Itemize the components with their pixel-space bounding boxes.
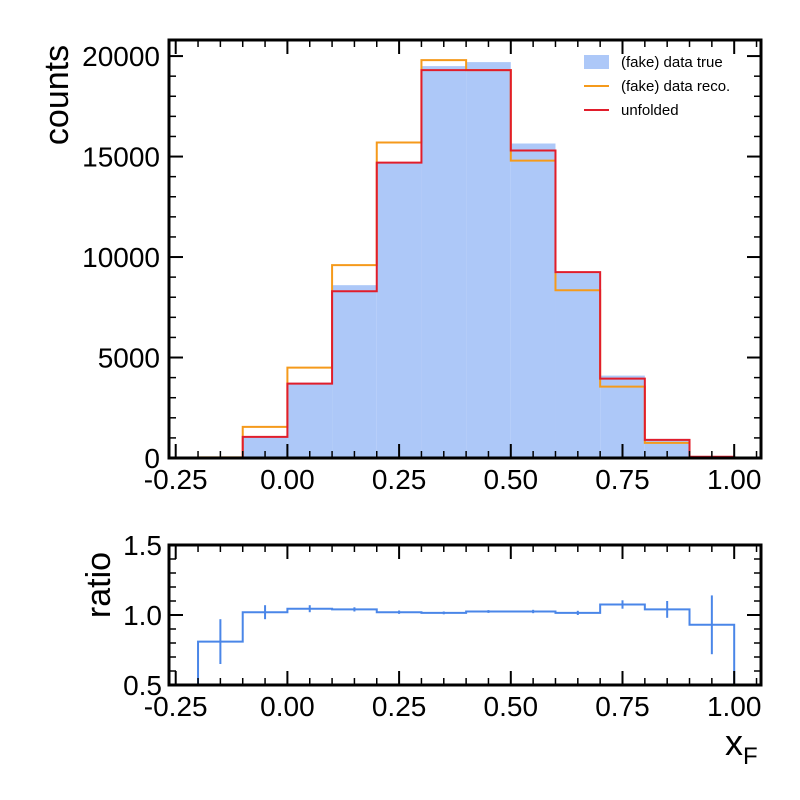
y-tick-label: 1.0: [123, 600, 162, 631]
true-bar: [376, 162, 422, 458]
y-axis-label-ratio: ratio: [80, 552, 118, 618]
legend-swatch-true: [584, 55, 609, 69]
ratio-plot-frame: [167, 543, 763, 687]
main-x-tick-labels: -0.25 0.00 0.25 0.50 0.75 1.00: [144, 464, 762, 495]
x-tick-label: -0.25: [144, 691, 208, 722]
ratio-step-line: [197, 603, 736, 685]
legend-label-true: (fake) data true: [621, 54, 723, 71]
true-bar: [510, 143, 556, 459]
y-tick-label: 1.5: [123, 530, 162, 561]
true-bar: [466, 62, 511, 458]
y-tick-label: 10000: [82, 242, 160, 273]
x-tick-label: -0.25: [144, 464, 208, 495]
ratio-y-tick-labels: 0.5 1.0 1.5: [123, 530, 162, 701]
main-panel: -0.25 0.00 0.25 0.50 0.75 1.00 0 5000 10000 1500…: [38, 38, 763, 495]
true-bar: [242, 436, 288, 458]
ratio-x-tick-labels: -0.25 0.00 0.25 0.50 0.75 1.00: [144, 691, 762, 722]
x-tick-label: 0.50: [484, 464, 539, 495]
y-tick-label: 0: [144, 443, 160, 474]
y-tick-label: 15000: [82, 142, 160, 173]
unfolded-step-line: [197, 69, 736, 459]
legend-label-reco: (fake) data reco.: [621, 78, 730, 95]
legend-label-unfolded: unfolded: [621, 102, 679, 119]
legend: (fake) data true (fake) data reco. unfol…: [584, 54, 730, 119]
x-tick-label: 0.25: [372, 464, 427, 495]
x-tick-label: 0.75: [595, 691, 650, 722]
x-tick-label: 0.00: [260, 464, 315, 495]
ratio-error-bars: [219, 595, 713, 664]
x-tick-label: 0.00: [260, 691, 315, 722]
y-tick-label: 20000: [82, 41, 160, 72]
x-tick-label: 0.50: [484, 691, 539, 722]
x-tick-label: 0.75: [595, 464, 650, 495]
ratio-axis-ticks: [169, 544, 761, 686]
main-plot-frame: [167, 38, 763, 460]
y-tick-label: 0.5: [123, 670, 162, 701]
y-axis-label-counts: counts: [38, 45, 76, 145]
x-tick-label: 1.00: [707, 464, 762, 495]
true-bar: [287, 382, 333, 458]
main-y-tick-labels: 0 5000 10000 15000 20000: [82, 41, 160, 474]
true-bar: [332, 285, 377, 458]
true-data-bars: [198, 62, 735, 459]
y-tick-label: 5000: [98, 343, 160, 374]
x-tick-label: 1.00: [707, 691, 762, 722]
ratio-panel: -0.25 0.00 0.25 0.50 0.75 1.00 0.5 1.0 1.5 rati…: [80, 530, 763, 770]
x-tick-label: 0.25: [372, 691, 427, 722]
true-bar: [555, 273, 601, 458]
x-axis-label: xF: [725, 722, 758, 770]
true-bar: [421, 66, 467, 458]
